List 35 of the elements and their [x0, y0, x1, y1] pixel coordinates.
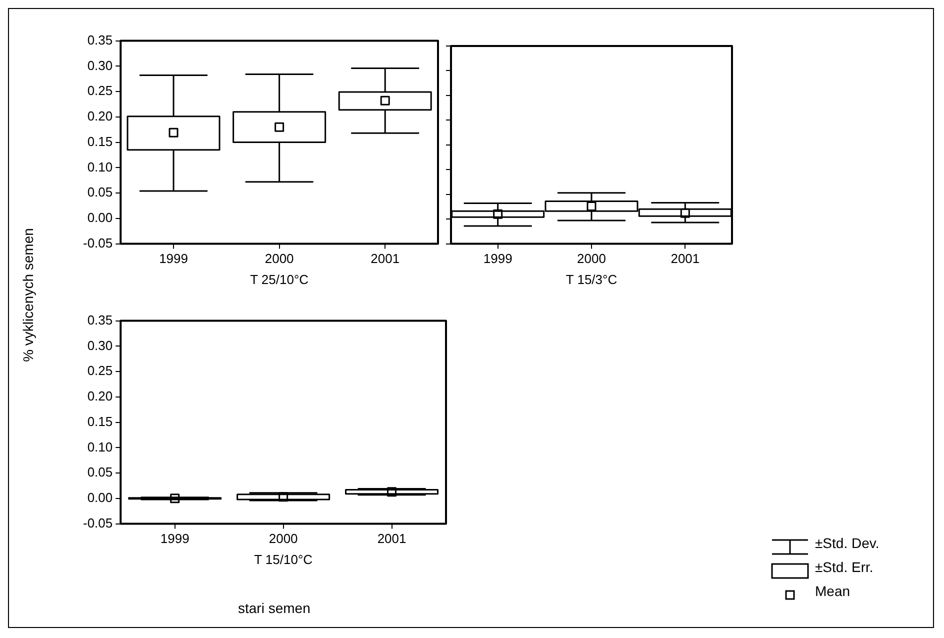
y-tick-label: 0.10 — [87, 159, 113, 174]
text: ±Std. Err. — [815, 559, 874, 575]
y-tick-label: 0.25 — [87, 363, 113, 378]
x-axis-title: T 15/3°C — [566, 272, 618, 287]
text: stari semen — [238, 600, 310, 616]
text: Mean — [815, 583, 850, 599]
y-tick-label: 0.15 — [87, 134, 113, 149]
y-tick-label: 0.35 — [87, 32, 113, 48]
y-tick-label: 0.05 — [87, 184, 113, 200]
y-tick-label: -0.05 — [82, 235, 113, 250]
x-tick-label: 2000 — [264, 251, 294, 266]
y-tick-label: 0.25 — [87, 83, 113, 98]
x-tick-label: 2000 — [268, 531, 298, 546]
y-tick-label: -0.05 — [82, 515, 113, 530]
y-tick-label: 0.15 — [87, 414, 113, 429]
x-tick-label: 1999 — [160, 531, 190, 546]
y-tick-label: 0.30 — [87, 58, 113, 73]
y-tick-label: 0.05 — [87, 464, 113, 480]
y-tick-label: 0.30 — [87, 338, 113, 353]
y-tick-label: 0.00 — [87, 210, 113, 226]
y-tick-label: 0.20 — [87, 388, 113, 404]
x-tick-label: 1999 — [159, 251, 188, 266]
x-axis-title: T 15/10°C — [254, 552, 313, 567]
x-tick-label: 2001 — [370, 251, 400, 266]
x-tick-label: 2001 — [377, 531, 406, 546]
y-tick-label: 0.00 — [87, 490, 113, 506]
y-tick-label: 0.20 — [87, 108, 113, 124]
y-tick-label: 0.35 — [87, 312, 113, 328]
x-axis-title: T 25/10°C — [250, 272, 309, 287]
x-tick-label: 1999 — [483, 251, 512, 266]
y-axis-title: % vyklicenych semen — [20, 228, 36, 362]
x-tick-label: 2000 — [577, 251, 606, 266]
y-tick-label: 0.10 — [87, 439, 113, 454]
x-tick-label: 2001 — [670, 251, 700, 266]
text: ±Std. Dev. — [815, 535, 880, 551]
